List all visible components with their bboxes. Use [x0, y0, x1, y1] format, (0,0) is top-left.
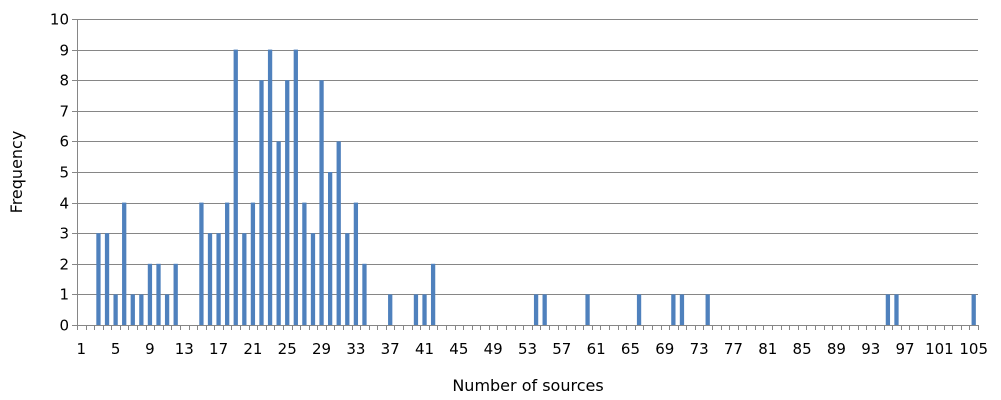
- x-tick-label: 93: [861, 340, 880, 358]
- y-tick-label: 9: [59, 42, 69, 60]
- x-tick-label: 49: [484, 340, 503, 358]
- x-axis-title: Number of sources: [452, 376, 603, 395]
- x-tick-label: 89: [827, 340, 846, 358]
- bar: [259, 80, 264, 325]
- bar: [164, 294, 170, 325]
- bar: [885, 294, 891, 325]
- bar: [362, 263, 367, 325]
- y-tick-label: 10: [50, 11, 69, 29]
- x-tick-label: 13: [175, 340, 194, 358]
- x-tick-label: 73: [690, 340, 709, 358]
- bar: [705, 294, 710, 325]
- bar: [276, 141, 281, 325]
- bar: [430, 263, 436, 325]
- bar: [267, 49, 273, 325]
- y-tick-label: 8: [59, 72, 69, 90]
- y-tick-label: 4: [59, 195, 69, 213]
- x-tick-label: 101: [925, 340, 954, 358]
- x-tick-label: 69: [655, 340, 674, 358]
- bar: [293, 49, 298, 325]
- y-tick-label: 3: [59, 225, 69, 243]
- x-tick-label: 25: [278, 340, 297, 358]
- x-tick-label: 21: [243, 340, 262, 358]
- x-tick-label: 77: [724, 340, 743, 358]
- bar: [636, 294, 642, 325]
- bar: [156, 263, 161, 325]
- bar: [113, 294, 118, 325]
- bar: [345, 233, 350, 325]
- bar: [250, 202, 256, 325]
- bar: [310, 233, 316, 325]
- x-tick-label: 41: [415, 340, 434, 358]
- bar: [671, 294, 676, 325]
- bar: [336, 141, 341, 325]
- bar: [173, 263, 178, 325]
- x-tick-label: 1: [77, 340, 87, 358]
- bar: [302, 202, 307, 325]
- bar: [199, 202, 204, 325]
- y-tick-label: 2: [59, 256, 69, 274]
- bar: [327, 172, 333, 325]
- axes: [72, 19, 979, 330]
- y-axis-title: Frequency: [7, 131, 26, 214]
- y-tick-label: 5: [59, 164, 69, 182]
- x-tick-label: 97: [896, 340, 915, 358]
- bar: [422, 294, 427, 325]
- bar: [139, 294, 144, 325]
- x-tick-label: 53: [518, 340, 537, 358]
- bar: [225, 202, 230, 325]
- bar: [122, 202, 127, 325]
- x-tick-label: 81: [758, 340, 777, 358]
- x-tick-label: 57: [552, 340, 571, 358]
- x-tick-label: 85: [793, 340, 812, 358]
- bar: [533, 294, 539, 325]
- x-tick-label: 37: [381, 340, 400, 358]
- y-tick-label: 7: [59, 103, 69, 121]
- bar: [388, 294, 393, 325]
- bar: [585, 294, 590, 325]
- bar: [542, 294, 547, 325]
- y-tick-label: 1: [59, 286, 69, 304]
- bar: [971, 294, 976, 325]
- bars: [96, 49, 976, 325]
- bar: [894, 294, 899, 325]
- x-tick-label: 45: [449, 340, 468, 358]
- bar: [679, 294, 685, 325]
- x-tick-label: 61: [587, 340, 606, 358]
- x-tick-label: 5: [111, 340, 121, 358]
- bar: [216, 233, 221, 325]
- x-tick-label: 65: [621, 340, 640, 358]
- bar: [130, 294, 135, 325]
- y-tick-labels: 0 1 2 3 4 5 6 7 8 9 10: [50, 11, 69, 335]
- bar: [207, 233, 213, 325]
- bar: [104, 233, 110, 325]
- bar: [319, 80, 324, 325]
- bar: [353, 202, 359, 325]
- bar: [147, 263, 153, 325]
- bar: [233, 49, 238, 325]
- bar: [96, 233, 101, 325]
- bar: [413, 294, 419, 325]
- bar: [242, 233, 247, 325]
- x-tick-label: 105: [959, 340, 988, 358]
- x-tick-label: 33: [346, 340, 365, 358]
- y-tick-label: 0: [59, 317, 69, 335]
- x-tick-label: 17: [209, 340, 228, 358]
- y-tick-label: 6: [59, 133, 69, 151]
- x-tick-label: 9: [145, 340, 155, 358]
- x-tick-labels: 1 5 9 13 17 21 25 29 33 37 41 45 49 53 57 61 65 69 73 77 81 8…: [77, 340, 989, 358]
- x-tick-label: 29: [312, 340, 331, 358]
- bar: [285, 80, 290, 325]
